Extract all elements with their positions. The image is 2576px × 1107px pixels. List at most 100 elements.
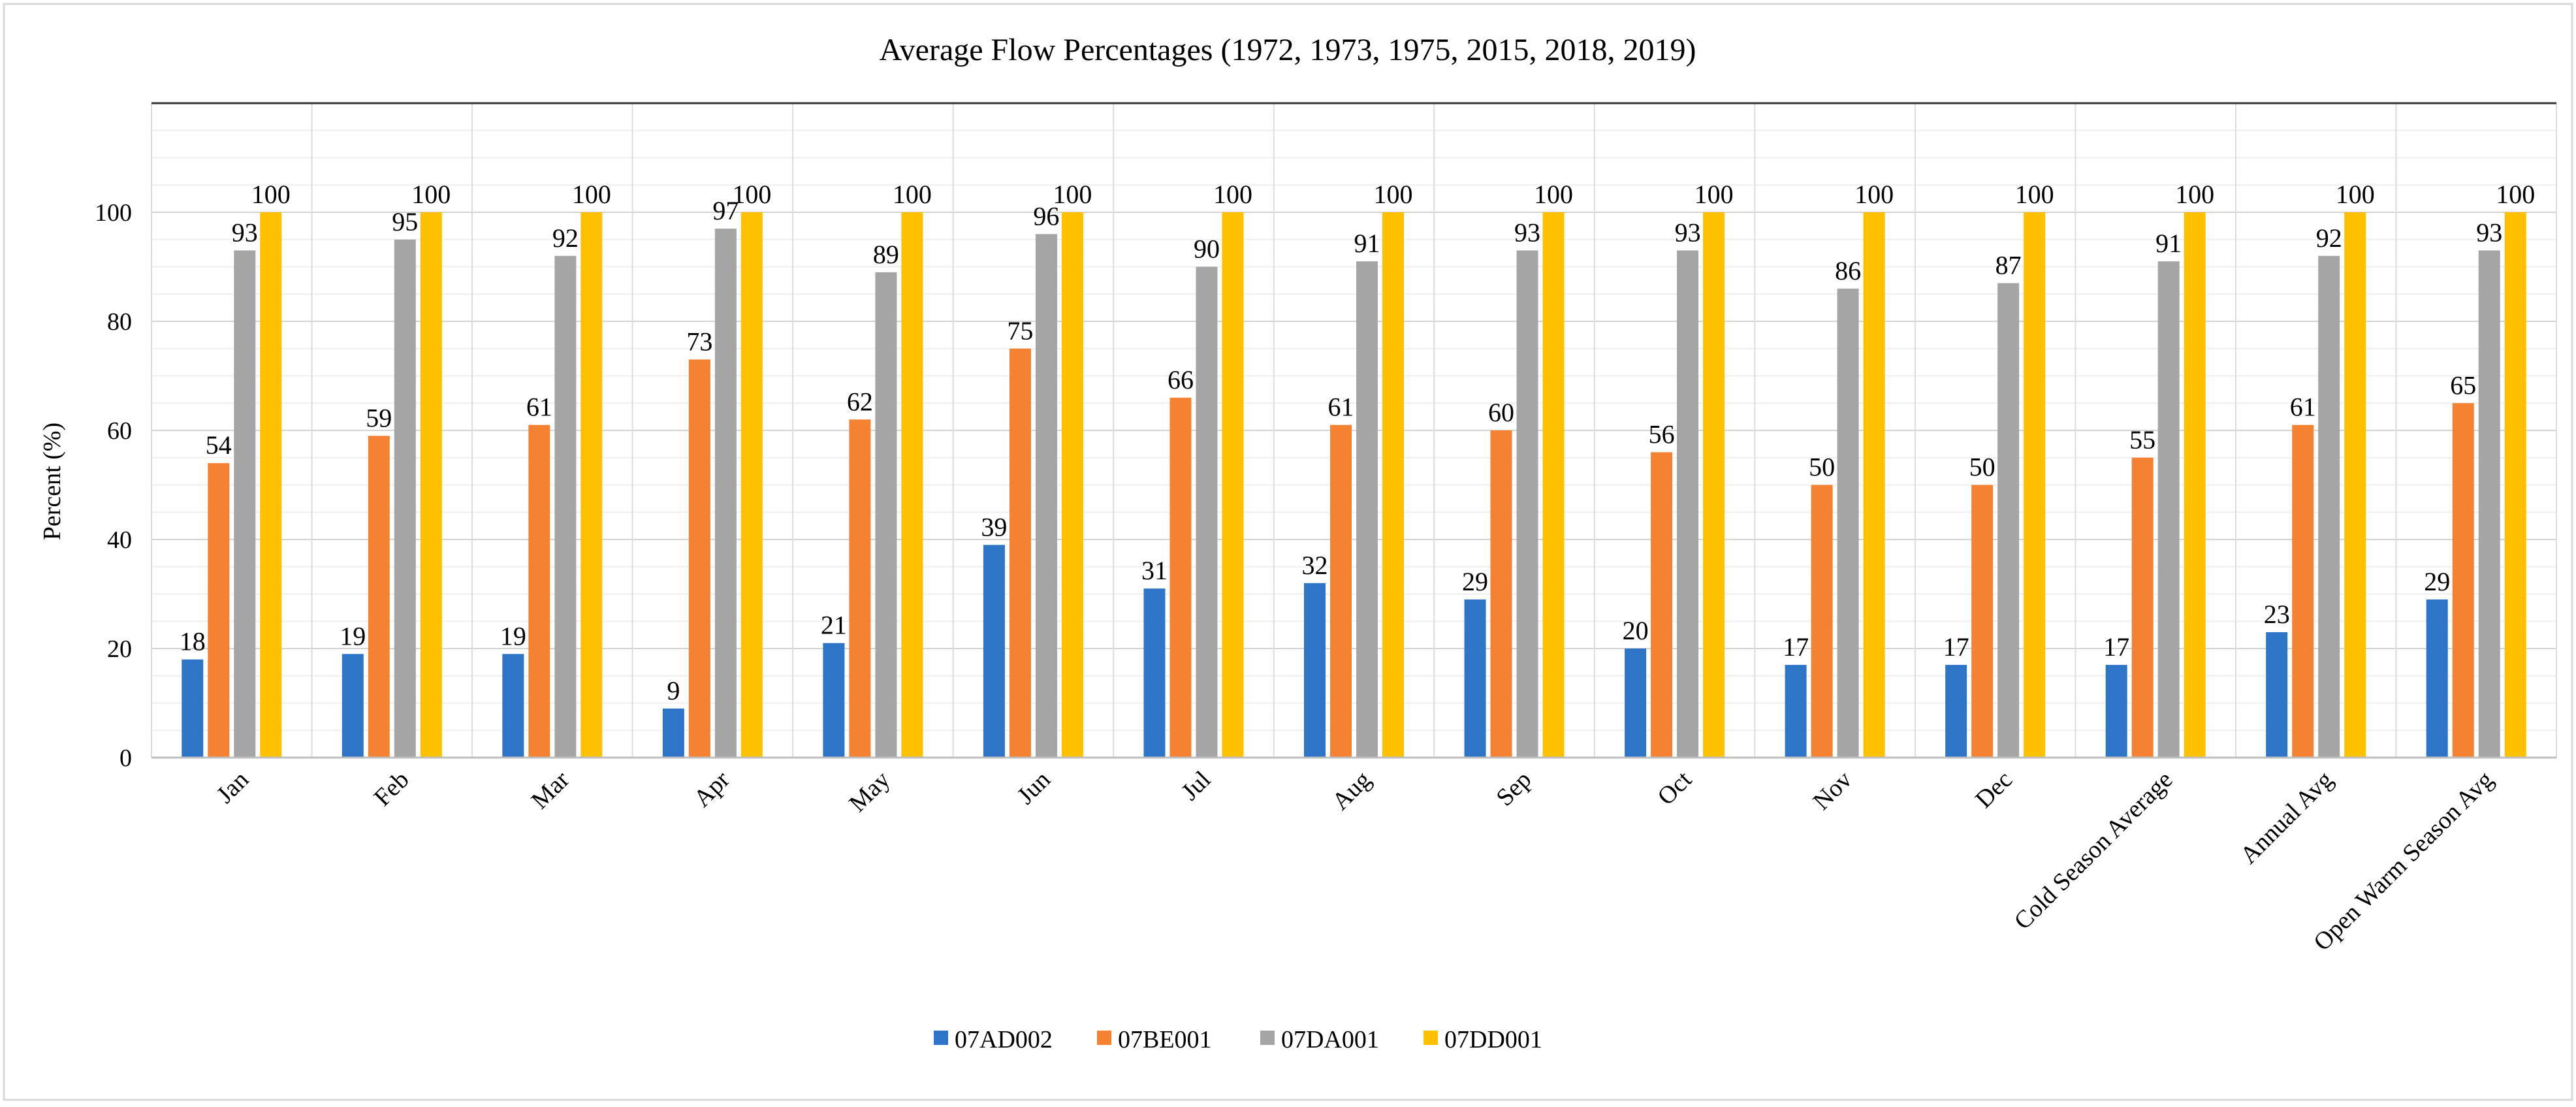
bar-data-label: 62 (847, 387, 873, 416)
bar-data-label: 92 (552, 223, 579, 253)
bar (342, 654, 364, 758)
bar-data-label: 19 (500, 621, 526, 650)
bar (1945, 665, 1967, 758)
bar-data-label: 93 (232, 217, 258, 247)
bar-data-label: 100 (1213, 180, 1252, 209)
y-tick-label: 20 (107, 635, 132, 663)
bar (1703, 212, 1725, 758)
bar (1625, 649, 1647, 758)
legend-label: 07BE001 (1118, 1026, 1212, 1053)
bar-data-label: 29 (2424, 567, 2450, 596)
bar (2426, 599, 2448, 758)
bar (580, 212, 603, 758)
bar-data-label: 66 (1168, 365, 1194, 394)
bar (208, 463, 230, 758)
bar-data-label: 100 (2015, 180, 2054, 209)
bar (1061, 212, 1083, 758)
bar-data-label: 55 (2129, 425, 2155, 455)
bar (1542, 212, 1565, 758)
bar (1490, 430, 1512, 758)
bars (182, 212, 2526, 758)
bar-data-label: 18 (180, 627, 206, 656)
bar-data-label: 91 (2155, 229, 2182, 258)
bar (1837, 288, 1859, 758)
bar-data-label: 86 (1835, 256, 1861, 285)
legend-label: 07AD002 (955, 1026, 1053, 1053)
legend-swatch (934, 1031, 948, 1045)
bar (394, 239, 416, 758)
bar (2318, 255, 2340, 758)
bar (2266, 632, 2288, 758)
bar-data-label: 17 (1943, 632, 1969, 662)
y-tick-label: 0 (119, 745, 132, 772)
bar-data-label: 100 (1053, 180, 1092, 209)
bar-data-label: 19 (340, 621, 366, 650)
bar (875, 272, 897, 758)
bar (2344, 212, 2366, 758)
bar (1971, 485, 1994, 758)
bar (1169, 397, 1192, 758)
bar-data-label: 61 (2290, 393, 2316, 422)
bar-data-label: 97 (712, 196, 739, 225)
bar-data-label: 100 (2175, 180, 2214, 209)
bar-data-label: 61 (526, 393, 552, 422)
bar-data-label: 100 (732, 180, 771, 209)
bar (1222, 212, 1244, 758)
bar-data-label: 96 (1033, 201, 1059, 231)
bar (1464, 599, 1486, 758)
bar (1009, 348, 1031, 758)
bar (1382, 212, 1404, 758)
bar-data-label: 54 (206, 430, 232, 460)
bar-data-label: 65 (2450, 370, 2476, 400)
bar-data-label: 100 (1694, 180, 1734, 209)
bar (1811, 485, 1833, 758)
bar-data-label: 50 (1809, 453, 1835, 482)
y-axis-label: Percent (%) (39, 423, 66, 540)
bar (2184, 212, 2206, 758)
bar-data-label: 29 (1462, 567, 1488, 596)
bar-data-label: 91 (1354, 229, 1380, 258)
y-tick-label: 40 (107, 526, 132, 554)
bar-data-label: 93 (1514, 217, 1540, 247)
bar-data-label: 61 (1328, 393, 1354, 422)
bar (1035, 234, 1057, 758)
bar-data-label: 100 (1854, 180, 1894, 209)
bar (1330, 425, 1352, 758)
bar-data-label: 59 (366, 403, 392, 432)
bar (420, 212, 442, 758)
bar (1516, 250, 1538, 758)
bar (2292, 425, 2314, 758)
legend-swatch (1423, 1031, 1438, 1045)
bar-data-label: 100 (1534, 180, 1573, 209)
legend-swatch (1097, 1031, 1111, 1045)
legend-swatch (1260, 1031, 1275, 1045)
bar (260, 212, 282, 758)
y-tick-label: 60 (107, 417, 132, 445)
bar-data-label: 21 (821, 611, 847, 640)
bar (1651, 452, 1673, 758)
bar-data-label: 17 (1783, 632, 1809, 662)
bar-data-label: 23 (2264, 600, 2290, 629)
bar-data-label: 89 (873, 240, 899, 269)
bar-data-label: 17 (2103, 632, 2129, 662)
bar-data-label: 92 (2316, 223, 2342, 253)
legend-label: 07DD001 (1444, 1026, 1542, 1053)
bar (1785, 665, 1807, 758)
bar (983, 545, 1005, 758)
bar-data-label: 100 (251, 180, 291, 209)
data-labels: 1854931001959951001961921009739710021628… (180, 180, 2535, 705)
bar (2478, 250, 2500, 758)
bar (554, 255, 577, 758)
bar-data-label: 87 (1996, 251, 2022, 280)
bar (1997, 283, 2020, 758)
bar-data-label: 60 (1488, 398, 1514, 427)
bar (1677, 250, 1699, 758)
bar (662, 708, 684, 758)
bar (823, 643, 845, 758)
bar-data-label: 100 (2496, 180, 2535, 209)
bar-data-label: 100 (1374, 180, 1413, 209)
bar (901, 212, 923, 758)
bar-data-label: 73 (686, 327, 712, 356)
